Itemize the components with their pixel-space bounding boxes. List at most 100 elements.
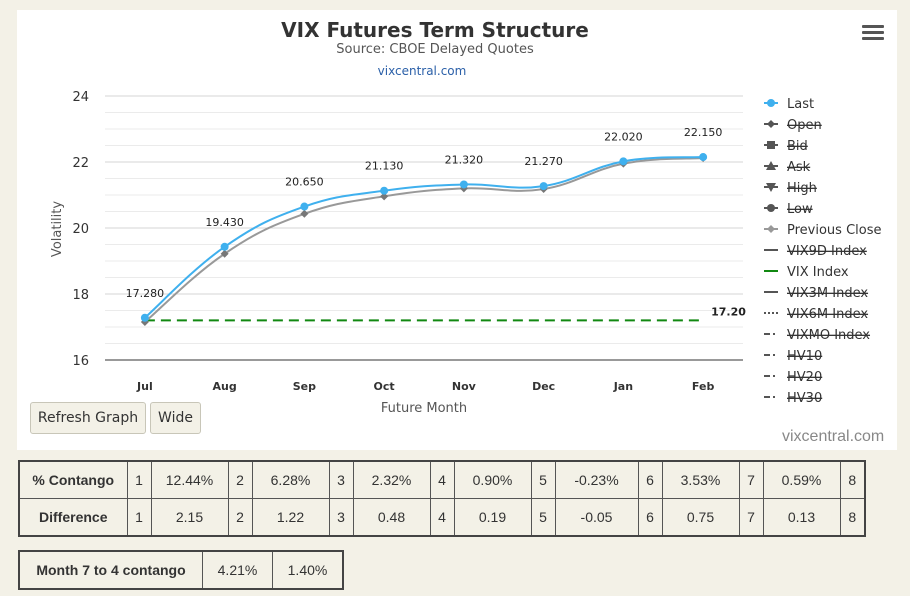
month-number-cell: 8 [839, 460, 866, 499]
month-contango-table: Month 7 to 4 contango 4.21% 1.40% [18, 550, 344, 590]
value-cell: 2.15 [150, 498, 229, 537]
legend-item[interactable]: VIX Index [764, 265, 849, 280]
y-tick-label: 20 [72, 222, 89, 237]
value-cell: -0.23% [554, 460, 639, 499]
contango-table-row: Difference 1 2.15 2 1.22 3 0.48 4 0.19 5 -0.05 6 0.7… [18, 498, 866, 537]
month-number-cell: 7 [738, 498, 764, 537]
legend-label: VIXMO Index [787, 328, 870, 343]
month-contango-value: 1.40% [272, 550, 344, 590]
legend-item[interactable]: Low [764, 202, 813, 217]
month-contango-label: Month 7 to 4 contango [18, 550, 203, 590]
value-cell: 0.48 [352, 498, 431, 537]
previous-close-point [380, 192, 389, 201]
legend-label: HV20 [787, 370, 822, 385]
month-number-cell: 4 [429, 460, 455, 499]
x-tick-label: Dec [532, 380, 555, 393]
legend-item[interactable]: High [764, 181, 817, 196]
last-point [699, 153, 708, 162]
legend-label: VIX6M Index [787, 307, 868, 322]
legend-marker [767, 99, 775, 107]
chart-title: VIX Futures Term Structure [281, 18, 589, 42]
month-number-cell: 7 [738, 460, 764, 499]
x-tick-label: Nov [452, 380, 477, 393]
last-point [220, 242, 229, 251]
legend-item[interactable]: VIX9D Index [764, 244, 867, 259]
legend-label: Last [787, 97, 814, 112]
month-number-cell: 2 [227, 460, 253, 499]
month-number-cell: 1 [126, 498, 152, 537]
term-structure-chart: VIX Futures Term Structure Source: CBOE … [50, 18, 882, 416]
x-tick-label: Sep [293, 380, 316, 393]
vix-index-label: 17.20 [711, 305, 746, 318]
legend-label: VIX Index [787, 265, 849, 280]
data-label: 17.280 [126, 287, 165, 300]
previous-close-line [144, 157, 704, 323]
legend-item[interactable]: HV20 [764, 370, 822, 385]
legend-label: VIX9D Index [787, 244, 867, 259]
legend-item[interactable]: VIX3M Index [764, 286, 868, 301]
legend-marker [767, 141, 775, 149]
data-label: 21.270 [524, 155, 563, 168]
row-label: % Contango [18, 460, 128, 499]
y-tick-label: 22 [72, 156, 89, 171]
value-cell: 0.90% [453, 460, 532, 499]
credit-link[interactable]: vixcentral.com [378, 64, 467, 78]
contango-table-row: % Contango 1 12.44% 2 6.28% 3 2.32% 4 0.90% 5 -0.2… [18, 460, 866, 499]
legend-label: Open [787, 118, 822, 133]
month-number-cell: 6 [637, 498, 663, 537]
y-axis-title: Volatility [50, 201, 65, 257]
x-tick-label: Jul [136, 380, 153, 393]
last-point [619, 157, 628, 166]
previous-close-point [300, 209, 309, 218]
value-cell: 1.22 [251, 498, 330, 537]
legend[interactable]: Last Open Bid Ask High Low Previous Close VIX9D… [764, 97, 882, 406]
legend-label: Low [787, 202, 813, 217]
x-axis-title: Future Month [381, 401, 467, 416]
month-contango-value: 4.21% [202, 550, 273, 590]
value-cell: 12.44% [150, 460, 229, 499]
month-number-cell: 4 [429, 498, 455, 537]
legend-item[interactable]: Open [764, 118, 822, 133]
value-cell: 3.53% [661, 460, 740, 499]
data-label: 20.650 [285, 176, 324, 189]
month-number-cell: 5 [530, 498, 556, 537]
data-label: 22.150 [684, 126, 723, 139]
legend-marker [766, 161, 776, 170]
y-tick-label: 24 [72, 90, 89, 105]
legend-label: Bid [787, 139, 808, 154]
legend-item[interactable]: Ask [764, 160, 811, 175]
legend-label: HV10 [787, 349, 822, 364]
legend-item[interactable]: Previous Close [764, 223, 882, 238]
legend-item[interactable]: VIX6M Index [764, 307, 868, 322]
last-point [140, 313, 149, 322]
watermark: vixcentral.com [782, 428, 885, 445]
month-number-cell: 3 [328, 498, 354, 537]
previous-close-point [220, 249, 229, 258]
legend-marker [767, 225, 775, 233]
data-label: 22.020 [604, 130, 643, 143]
last-point [539, 182, 548, 191]
value-cell: 6.28% [251, 460, 330, 499]
legend-item[interactable]: HV30 [764, 391, 822, 406]
last-point [459, 180, 468, 189]
month-number-cell: 3 [328, 460, 354, 499]
chart-panel: VIX Futures Term Structure Source: CBOE … [17, 10, 897, 450]
refresh-graph-button[interactable]: Refresh Graph [30, 402, 146, 434]
value-cell: 0.75 [661, 498, 740, 537]
month-number-cell: 2 [227, 498, 253, 537]
month-number-cell: 6 [637, 460, 663, 499]
legend-item[interactable]: VIXMO Index [764, 328, 870, 343]
x-axis-ticks: Jul Aug Sep Oct Nov Dec Jan Feb [136, 380, 714, 393]
value-cell: 0.13 [762, 498, 841, 537]
legend-marker [767, 120, 775, 128]
hamburger-menu-icon[interactable] [862, 22, 884, 42]
legend-item[interactable]: Bid [764, 139, 808, 154]
legend-item[interactable]: Last [764, 97, 814, 112]
month-number-cell: 8 [839, 498, 866, 537]
x-tick-label: Jan [613, 380, 633, 393]
data-label: 21.130 [365, 160, 404, 173]
wide-button[interactable]: Wide [150, 402, 201, 434]
y-tick-label: 18 [72, 288, 89, 303]
last-point [300, 202, 309, 211]
legend-item[interactable]: HV10 [764, 349, 822, 364]
